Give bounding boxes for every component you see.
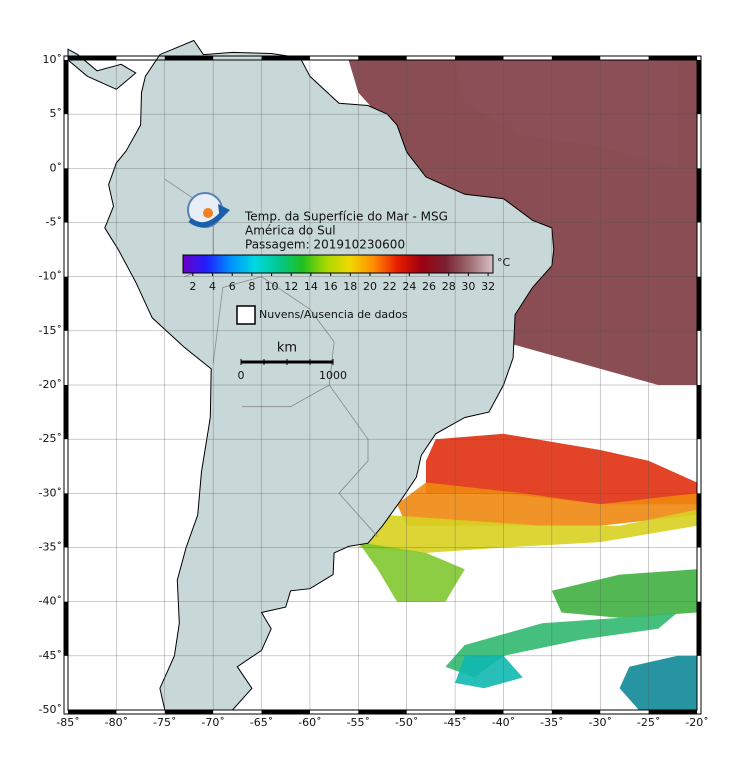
frame-segment	[455, 710, 504, 714]
y-tick-label: 10˚	[43, 53, 63, 66]
frame-segment	[68, 710, 117, 714]
colorbar-label: 22	[383, 280, 397, 293]
colorbar-label: 8	[248, 280, 255, 293]
frame-segment	[697, 601, 701, 656]
frame-segment	[164, 710, 214, 714]
colorbar-label: 12	[284, 280, 298, 293]
colorbar-label: 28	[442, 280, 456, 293]
frame-segment	[358, 710, 407, 714]
title-line: Temp. da Superfície do Mar - MSG	[244, 210, 448, 224]
x-tick-label: -75˚	[153, 716, 176, 729]
sst-patch	[445, 612, 678, 678]
sst-patch	[455, 655, 523, 689]
y-tick-label: -20˚	[39, 378, 62, 391]
frame-segment	[697, 60, 701, 115]
y-tick-label: -40˚	[39, 595, 62, 608]
title-line: Passagem: 201910230600	[245, 238, 405, 252]
x-tick-label: -20˚	[685, 716, 708, 729]
frame-segment	[648, 56, 697, 60]
x-tick-label: -80˚	[105, 716, 128, 729]
colorbar-label: 6	[229, 280, 236, 293]
scale-unit: km	[277, 341, 297, 356]
frame-segment	[164, 56, 214, 60]
x-tick-label: -55˚	[347, 716, 370, 729]
colorbar-label: 16	[324, 280, 338, 293]
colorbar-label: 26	[422, 280, 436, 293]
x-tick-label: -25˚	[637, 716, 660, 729]
no-data-swatch	[236, 305, 256, 325]
frame-segment	[64, 493, 68, 548]
frame-segment	[455, 56, 504, 60]
frame-segment	[648, 710, 697, 714]
map-overlay: Temp. da Superfície do Mar - MSG América…	[182, 192, 511, 382]
frame-border	[67, 59, 698, 711]
map-frame	[63, 55, 702, 715]
y-tick-label: -45˚	[39, 649, 62, 662]
y-tick-label: -35˚	[39, 541, 62, 554]
border	[212, 276, 335, 408]
y-tick-label: -5˚	[46, 216, 62, 229]
frame-segment	[551, 56, 601, 60]
colorbar-label: 10	[265, 280, 279, 293]
y-tick-label: -15˚	[39, 324, 62, 337]
x-tick-label: -65˚	[250, 716, 273, 729]
frame-segment	[64, 60, 68, 115]
x-tick-label: -60˚	[298, 716, 321, 729]
x-tick-label: -45˚	[443, 716, 466, 729]
colorbar-label: 32	[481, 280, 495, 293]
frame-segment	[64, 601, 68, 656]
frame-segment	[697, 493, 701, 548]
sst-patch	[619, 655, 697, 710]
x-tick-label: -70˚	[201, 716, 224, 729]
scale-label: 0	[238, 369, 245, 382]
colorbar-label: 20	[363, 280, 377, 293]
y-tick-label: 0˚	[50, 161, 63, 174]
colorbar-label: 18	[343, 280, 357, 293]
x-tick-label: -40˚	[492, 716, 515, 729]
sst-patch	[426, 433, 697, 505]
y-tick-label: -25˚	[39, 432, 62, 445]
sst-patch	[551, 569, 697, 618]
y-tick-label: -30˚	[39, 486, 62, 499]
frame-segment	[697, 276, 701, 331]
x-tick-label: -85˚	[56, 716, 79, 729]
inpe-logo	[187, 192, 230, 228]
colorbar	[182, 254, 494, 274]
x-tick-label: -50˚	[395, 716, 418, 729]
frame-border	[63, 55, 702, 715]
frame-segment	[261, 56, 310, 60]
y-tick-label: -50˚	[39, 703, 62, 716]
colorbar-label: 2	[189, 280, 196, 293]
title-line: América do Sul	[245, 224, 336, 238]
frame-segment	[68, 56, 117, 60]
central-america	[67, 48, 137, 90]
frame-segment	[261, 710, 310, 714]
sst-patch	[358, 509, 697, 553]
border	[328, 384, 378, 537]
scale-label: 1000	[319, 369, 347, 382]
sst-patch	[358, 542, 465, 602]
y-tick-label: 5˚	[50, 107, 63, 120]
axis-labels: -85˚ -80˚ -75˚ -70˚ -65˚ -60˚ -55˚ -50˚ -45˚ -40˚…	[39, 53, 709, 729]
frame-segment	[358, 56, 407, 60]
frame-segment	[551, 710, 601, 714]
x-tick-label: -30˚	[588, 716, 611, 729]
colorbar-label: 4	[209, 280, 216, 293]
frame-segment	[697, 385, 701, 440]
frame-segment	[697, 168, 701, 223]
frame-segment	[64, 385, 68, 440]
frame-segment	[64, 276, 68, 331]
colorbar-label: 30	[461, 280, 475, 293]
x-tick-label: -35˚	[540, 716, 563, 729]
y-tick-label: -10˚	[39, 270, 62, 283]
colorbar-label: 24	[402, 280, 416, 293]
frame-segment	[64, 168, 68, 223]
colorbar-label: 14	[304, 280, 318, 293]
colorbar-unit: °C	[497, 256, 511, 269]
no-data-label: Nuvens/Ausencia de dados	[259, 308, 408, 321]
